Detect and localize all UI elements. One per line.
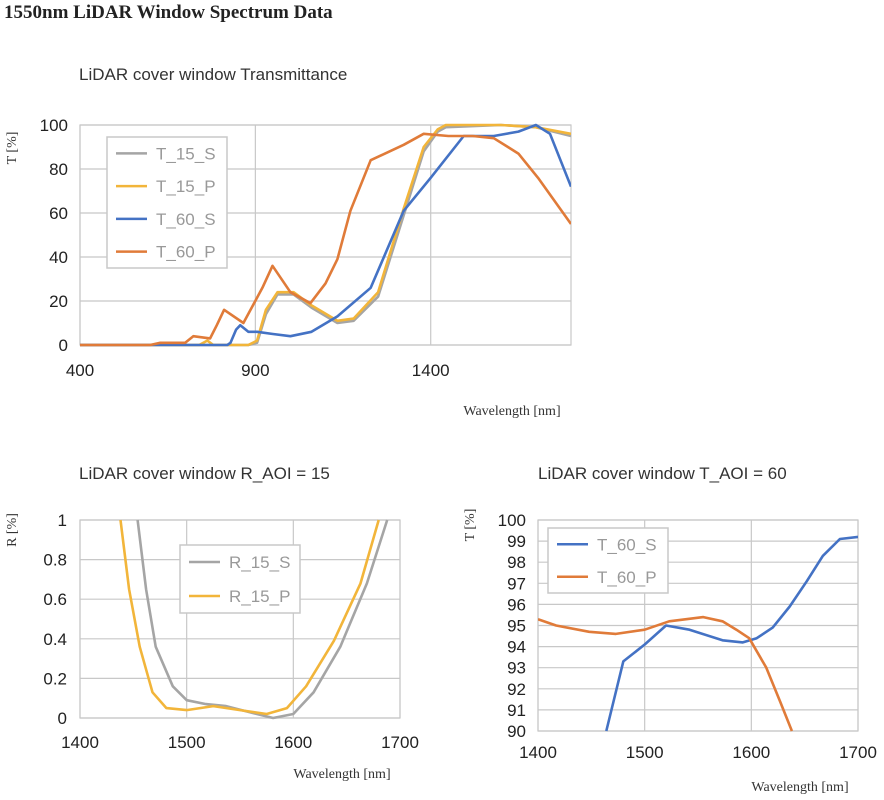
page-title: 1550nm LiDAR Window Spectrum Data: [4, 2, 333, 23]
y-tick-label: 98: [507, 553, 526, 572]
y-tick-label: 40: [49, 248, 68, 267]
chart-2: 0 0.2 0.4 0.6 0.8 1 1400 1500 1600 1700 Wavelength…: [5, 511, 419, 782]
legend-label: R_15_P: [229, 587, 290, 606]
legend-box: [179, 544, 301, 614]
y-tick-label: 0.2: [43, 669, 67, 688]
y-axis-label: T [%]: [463, 509, 478, 542]
x-axis-label: Wavelength [nm]: [463, 404, 560, 419]
y-tick-label: 93: [507, 659, 526, 678]
x-axis-label: Wavelength [nm]: [293, 767, 390, 782]
y-tick-label: 0: [58, 709, 67, 728]
series-line-r-15-p: [119, 519, 380, 716]
y-tick-label: 0.8: [43, 551, 67, 570]
y-tick-label: 0: [59, 336, 68, 355]
chart-title-transmittance: LiDAR cover window Transmittance: [79, 65, 348, 84]
legend-label: T_60_S: [597, 535, 657, 554]
y-tick-label: 97: [507, 574, 526, 593]
series-line-t-60-p: [538, 615, 794, 732]
x-tick-label: 1700: [839, 743, 877, 762]
y-tick-label: 91: [507, 701, 526, 720]
legend-label: T_60_S: [156, 210, 216, 229]
legend-label: R_15_S: [229, 553, 290, 572]
x-axis-label: Wavelength [nm]: [751, 780, 848, 795]
legend-box: [106, 136, 228, 269]
chart-title-t-aoi-60: LiDAR cover window T_AOI = 60: [538, 464, 787, 483]
plot-area: [79, 519, 401, 719]
x-tick-label: 1500: [626, 743, 664, 762]
y-tick-label: 20: [49, 292, 68, 311]
y-tick-label: 100: [40, 116, 68, 135]
x-tick-label: 1400: [61, 733, 99, 752]
chart-3: 90 91 92 93 94 95 96 97 98 99 100 1400 1500 1600 1700 W…: [463, 509, 877, 795]
x-tick-label: 1700: [381, 733, 419, 752]
legend-label: T_60_P: [597, 568, 657, 587]
legend-label: T_15_P: [156, 177, 216, 196]
series-line-t-60-p: [80, 132, 571, 347]
y-tick-label: 99: [507, 532, 526, 551]
x-tick-label: 1600: [732, 743, 770, 762]
legend: R_15_S R_15_P: [179, 544, 301, 614]
legend-box: [547, 527, 669, 594]
x-tick-label: 400: [66, 361, 94, 380]
chart-1: 0 20 40 60 80 100 400 900 1400 Wavelength [nm] T […: [5, 116, 572, 419]
legend: T_15_S T_15_P T_60_S T_60_P: [106, 136, 228, 269]
y-axis-label: T [%]: [5, 132, 20, 165]
series-line-t-60-s: [80, 123, 571, 347]
plot-area: [537, 519, 859, 732]
y-tick-label: 92: [507, 680, 526, 699]
y-tick-label: 0.6: [43, 590, 67, 609]
y-tick-label: 96: [507, 595, 526, 614]
x-tick-label: 1400: [412, 361, 450, 380]
x-tick-label: 1500: [168, 733, 206, 752]
x-tick-label: 1600: [274, 733, 312, 752]
chart-title-r-aoi-15: LiDAR cover window R_AOI = 15: [79, 464, 330, 483]
legend-label: T_60_P: [156, 243, 216, 262]
y-tick-label: 100: [498, 511, 526, 530]
y-tick-label: 90: [507, 722, 526, 741]
x-tick-label: 1400: [519, 743, 557, 762]
y-tick-label: 80: [49, 160, 68, 179]
y-tick-label: 1: [58, 511, 67, 530]
y-tick-label: 94: [507, 638, 526, 657]
plot-area: [79, 124, 572, 346]
legend: T_60_S T_60_P: [547, 527, 669, 594]
y-axis-label: R [%]: [5, 513, 20, 547]
y-tick-label: 60: [49, 204, 68, 223]
x-tick-label: 900: [241, 361, 269, 380]
y-tick-label: 0.4: [43, 630, 67, 649]
legend-label: T_15_S: [156, 144, 216, 163]
y-tick-label: 95: [507, 617, 526, 636]
